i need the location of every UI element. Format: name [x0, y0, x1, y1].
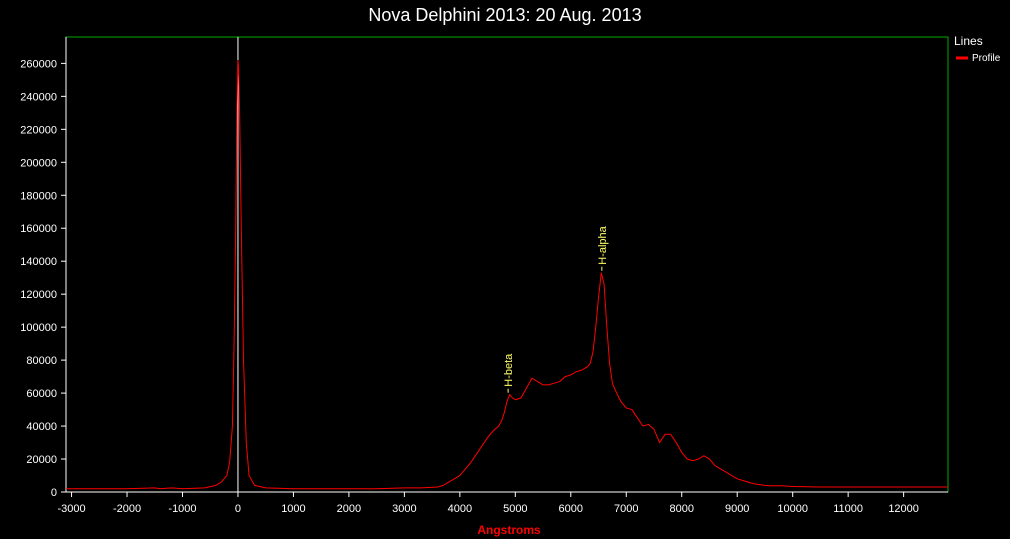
x-tick-label: 1000	[281, 503, 305, 515]
y-tick-label: 220000	[20, 124, 57, 136]
annotation-label: H-beta	[503, 353, 515, 387]
y-tick-label: 40000	[26, 421, 57, 433]
x-axis-ticks: -3000 -2000 -1000 0 1000 2000 3000 4000 5000 6000…	[57, 492, 919, 515]
x-tick-label: 5000	[503, 503, 527, 515]
y-tick-label: 80000	[26, 355, 57, 367]
x-tick-label: -3000	[57, 503, 85, 515]
plot-frame	[65, 36, 949, 493]
y-tick-label: 140000	[20, 256, 57, 268]
x-tick-label: 11000	[833, 503, 863, 515]
y-tick-label: 100000	[20, 322, 57, 334]
x-tick-label: 4000	[448, 503, 472, 515]
x-tick-label: 7000	[614, 503, 638, 515]
y-tick-label: 20000	[26, 454, 57, 466]
legend-entry-profile: Profile	[972, 53, 1001, 64]
y-tick-label: 0	[51, 487, 57, 499]
y-tick-label: 180000	[20, 190, 57, 202]
legend-title: Lines	[954, 34, 983, 48]
annotation-label: H-alpha	[597, 225, 609, 264]
x-tick-label: -1000	[168, 503, 196, 515]
x-tick-label: 9000	[725, 503, 749, 515]
x-tick-label: 3000	[392, 503, 416, 515]
series-line-profile	[66, 60, 948, 490]
x-axis-title: Angstroms	[477, 523, 541, 537]
x-tick-label: 2000	[337, 503, 361, 515]
y-tick-label: 120000	[20, 289, 57, 301]
y-tick-label: 260000	[20, 58, 57, 70]
legend: Lines Profile	[954, 34, 1001, 64]
annotations: H-beta H-alpha	[503, 225, 609, 393]
x-tick-label: 10000	[777, 503, 808, 515]
x-tick-label: -2000	[113, 503, 141, 515]
x-tick-label: 8000	[669, 503, 693, 515]
chart-title: Nova Delphini 2013: 20 Aug. 2013	[368, 5, 641, 25]
y-tick-label: 240000	[20, 91, 57, 103]
y-tick-label: 60000	[26, 388, 57, 400]
x-tick-label: 0	[235, 503, 241, 515]
x-tick-label: 6000	[559, 503, 583, 515]
y-tick-label: 200000	[20, 157, 57, 169]
y-axis-ticks: 0 20000 40000 60000 80000 100000 120000 140000 1…	[20, 58, 66, 499]
x-tick-label: 12000	[888, 503, 919, 515]
y-tick-label: 160000	[20, 223, 57, 235]
